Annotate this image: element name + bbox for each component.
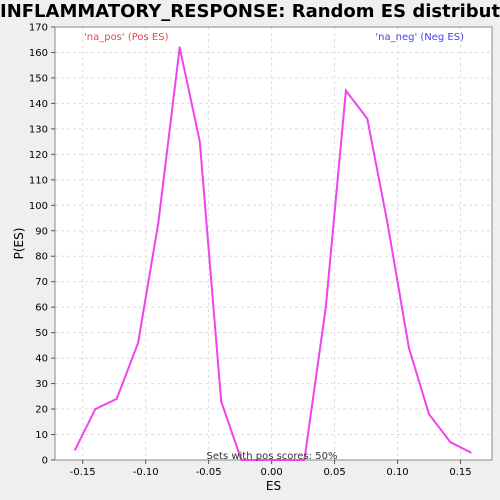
y-tick-label: 10	[35, 430, 48, 441]
data-point	[428, 413, 430, 415]
y-tick-label: 80	[35, 252, 48, 263]
data-point	[179, 46, 181, 48]
x-axis-ticks: -0.15 -0.10 -0.05 0.00 0.05 0.10 0.15	[70, 460, 472, 478]
y-tick-label: 20	[35, 405, 48, 416]
y-tick-label: 50	[35, 328, 48, 339]
y-tick-label: 170	[29, 23, 48, 34]
pos-es-label: 'na_pos' (Pos ES)	[84, 32, 169, 43]
y-axis-label: P(ES)	[12, 228, 26, 260]
x-tick-label: 0.15	[449, 467, 471, 478]
data-point	[199, 141, 201, 143]
neg-es-label: 'na_neg' (Neg ES)	[375, 32, 464, 43]
y-tick-label: 0	[42, 456, 48, 467]
data-point	[366, 118, 368, 120]
data-point	[325, 306, 327, 308]
y-tick-label: 30	[35, 379, 48, 390]
y-tick-label: 150	[29, 73, 48, 84]
pos-score-footer: Sets with pos scores: 50%	[207, 451, 338, 462]
data-point	[137, 342, 139, 344]
y-tick-label: 120	[29, 150, 48, 161]
data-point	[94, 408, 96, 410]
y-tick-label: 100	[29, 201, 48, 212]
data-point	[449, 441, 451, 443]
data-point	[220, 400, 222, 402]
x-tick-label: -0.05	[196, 467, 222, 478]
y-tick-label: 40	[35, 354, 48, 365]
data-point	[408, 347, 410, 349]
x-tick-label: 0.10	[386, 467, 408, 478]
x-tick-label: -0.10	[133, 467, 159, 478]
data-point	[157, 222, 159, 224]
y-tick-label: 160	[29, 48, 48, 59]
plot-area	[55, 27, 492, 460]
y-axis-ticks: 0 10 20 30 40 50 60 70 80 90 100 110 120 130 140 150 160…	[29, 23, 55, 467]
data-point	[74, 449, 76, 451]
y-tick-label: 130	[29, 124, 48, 135]
x-tick-label: 0.00	[260, 467, 282, 478]
x-tick-label: -0.15	[70, 467, 96, 478]
x-axis-label: ES	[266, 479, 281, 493]
y-tick-label: 90	[35, 226, 48, 237]
x-tick-label: 0.05	[323, 467, 345, 478]
data-point	[345, 90, 347, 92]
y-tick-label: 60	[35, 303, 48, 314]
y-tick-label: 140	[29, 99, 48, 110]
data-point	[116, 398, 118, 400]
data-point	[386, 222, 388, 224]
y-tick-label: 70	[35, 277, 48, 288]
y-tick-label: 110	[29, 175, 48, 186]
data-point	[470, 451, 472, 453]
